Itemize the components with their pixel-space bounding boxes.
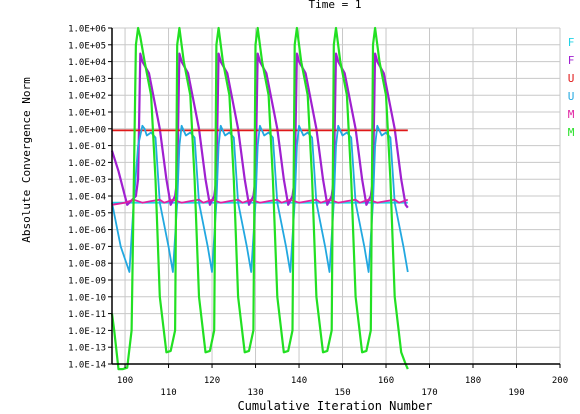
x-tick-label: 180 [465, 376, 481, 386]
legend-entry-f-1: F [568, 36, 575, 49]
y-tick-label: 1.0E-11 [68, 310, 106, 320]
y-tick-label: 1.0E-14 [68, 361, 106, 371]
x-tick-label: 200 [552, 376, 568, 386]
x-tick-label: 110 [160, 388, 176, 398]
y-tick-label: 1.0E-02 [68, 159, 106, 169]
y-tick-label: 1.0E-04 [68, 193, 106, 203]
y-tick-labels: 1.0E-14 1.0E-13 1.0E-12 1.0E-11 1.0E-10 1.0E-… [68, 25, 106, 371]
x-tick-label: 100 [117, 376, 133, 386]
x-tick-label: 120 [204, 376, 220, 386]
x-tick-label: 170 [421, 388, 437, 398]
y-axis-label: Absolute Convergence Norm [20, 77, 33, 243]
y-tick-label: 1.0E-09 [68, 277, 106, 287]
y-tick-label: 1.0E-13 [68, 344, 106, 354]
legend-entry-u-3: U [568, 72, 575, 85]
legend-entry-f-2: F [568, 54, 575, 67]
series-line-u-4 [111, 124, 409, 273]
series-line-m-5 [111, 198, 409, 206]
y-tick-label: 1.0E+02 [68, 92, 106, 102]
x-axis-label: Cumulative Iteration Number [237, 399, 432, 413]
series-line-m-6 [110, 26, 409, 371]
chart-title: Time = 1 [309, 0, 362, 11]
x-tick-label: 140 [291, 376, 307, 386]
x-tick-label: 190 [508, 388, 524, 398]
y-tick-label: 1.0E-06 [68, 226, 106, 236]
y-tick-label: 1.0E-01 [68, 142, 106, 152]
axes [108, 27, 561, 368]
y-tick-label: 1.0E-10 [68, 293, 106, 303]
y-tick-label: 1.0E-08 [68, 260, 106, 270]
x-tick-label: 150 [334, 388, 350, 398]
x-tick-label: 160 [378, 376, 394, 386]
legend-entry-m-5: M [568, 108, 575, 121]
y-tick-label: 1.0E+01 [68, 109, 106, 119]
legend-entry-m-6: M [568, 126, 575, 139]
y-tick-label: 1.0E-12 [68, 327, 106, 337]
y-tick-label: 1.0E-07 [68, 243, 106, 253]
x-tick-labels: 100 110 120 130 140 150 160 170 180 190 200 [117, 376, 568, 398]
y-tick-label: 1.0E-03 [68, 176, 106, 186]
x-tick-label: 130 [247, 388, 263, 398]
y-tick-label: 1.0E+05 [68, 41, 106, 51]
legend-entry-u-4: U [568, 90, 575, 103]
y-tick-label: 1.0E+00 [68, 125, 106, 135]
y-tick-label: 1.0E-05 [68, 209, 106, 219]
y-tick-label: 1.0E+04 [68, 58, 106, 68]
y-tick-label: 1.0E+06 [68, 25, 106, 35]
series-group [110, 26, 409, 371]
y-tick-label: 1.0E+03 [68, 75, 106, 85]
